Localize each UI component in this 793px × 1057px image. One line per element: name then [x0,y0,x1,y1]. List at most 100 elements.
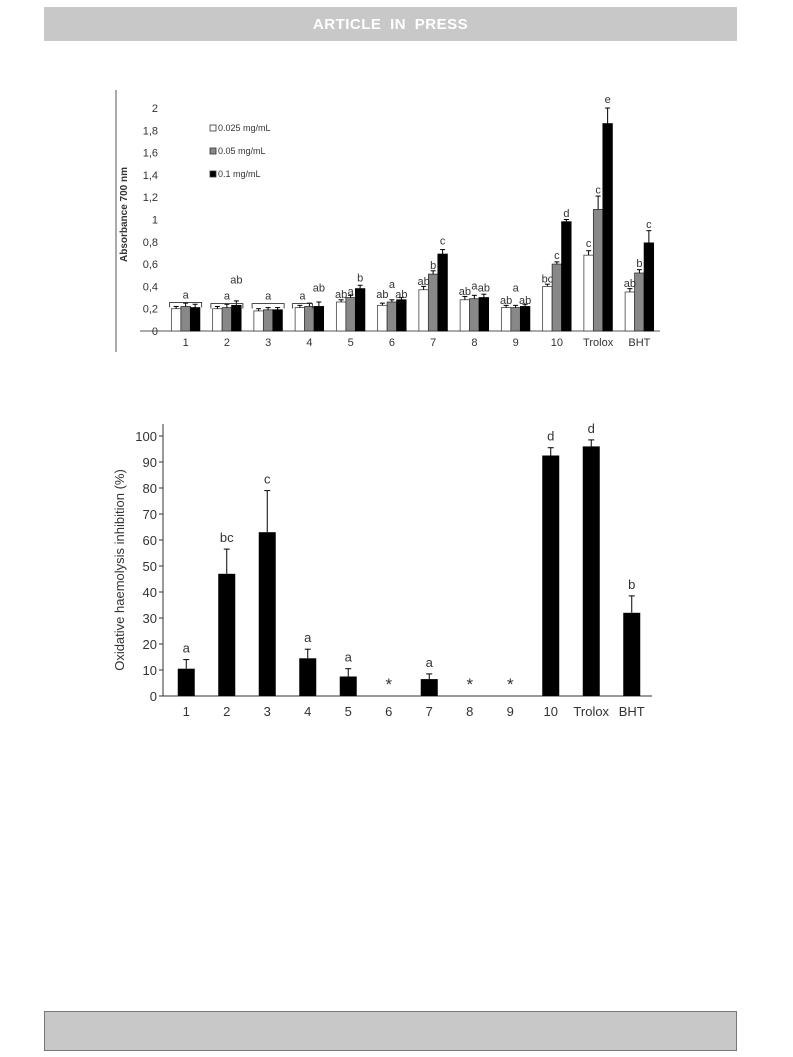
bar [542,455,560,696]
bar [299,658,317,696]
significance-label: a [183,641,191,656]
significance-label: c [440,236,446,248]
y-tick-label: 70 [143,507,157,522]
x-tick-label: 9 [513,337,519,349]
y-tick-label: 80 [143,481,157,496]
y-tick-label: 60 [143,533,157,548]
bar [231,304,242,332]
x-tick-label: Trolox [573,704,609,719]
y-tick-label: 10 [143,663,157,678]
y-tick-label: 0 [150,689,157,704]
bar [592,209,604,332]
bar [262,309,274,332]
significance-label: ab [335,289,347,301]
significance-label: b [628,577,635,592]
legend-label: 0.1 mg/mL [218,169,261,179]
bar [582,446,600,696]
bar [189,307,201,332]
bar [354,288,366,332]
x-tick-label: 7 [430,337,436,349]
x-tick-label: 4 [306,337,312,349]
x-tick-label: 5 [348,337,354,349]
significance-label: bc [542,274,554,286]
bar [469,298,480,332]
bar [551,263,563,332]
significance-label: d [563,208,569,220]
significance-label: ab [519,295,531,307]
significance-label: c [646,219,652,231]
x-tick-label: 8 [471,337,477,349]
bar [561,221,572,332]
bar [623,612,641,696]
significance-label: d [588,421,595,436]
bar [583,254,594,332]
significance-label: a [304,630,312,645]
significance-label: ab [230,275,242,287]
significance-label: c [595,184,601,196]
significance-label: e [605,94,611,106]
y-tick-label: 1,2 [143,192,158,204]
x-tick-label: BHT [628,337,650,349]
x-tick-label: 9 [507,704,514,719]
x-tick-label: 1 [183,337,189,349]
y-tick-label: 40 [143,585,157,600]
y-tick-label: 100 [135,429,157,444]
significance-label: a [224,291,231,303]
absorbance-chart: 0 0,2 0,4 0,6 0,8 1 1,2 1,4 1,6 1,8 2 Absorbance 70… [115,90,660,352]
bar [602,123,613,332]
bar [396,299,407,332]
bar [304,306,315,332]
x-tick-label: 6 [389,337,395,349]
y-axis-label: Oxidative haemolysis inhibition (%) [112,469,127,671]
y-tick-label: 90 [143,455,157,470]
significance-label: b [430,260,436,272]
bar [212,308,223,332]
bar [386,301,398,332]
significance-label: ab [376,289,388,301]
significance-label: bc [220,530,234,545]
significance-label: c [554,250,560,262]
y-tick-label: 2 [152,103,158,115]
bar [313,306,325,332]
x-tick-label: 3 [265,337,271,349]
significance-label: * [466,675,473,694]
x-tick-label: 6 [385,704,392,719]
x-tick-label: 2 [224,337,230,349]
bar [180,306,191,332]
significance-label: ab [500,295,512,307]
x-tick-label: 1 [183,704,190,719]
x-tick-label: Trolox [583,337,614,349]
x-tick-label: 10 [551,337,563,349]
bar [624,291,636,332]
bar [500,307,512,332]
legend-swatch [209,170,217,178]
y-tick-label: 1,8 [143,125,158,137]
article-in-press-banner: ARTICLE IN PRESS [44,7,737,41]
significance-label: ab [418,276,430,288]
significance-label: a [513,283,520,295]
significance-bracket [251,303,285,309]
bar [643,242,655,332]
bar [339,676,357,696]
significance-bracket [210,303,244,309]
x-tick-label: 7 [426,704,433,719]
y-tick-label: 30 [143,611,157,626]
significance-bracket [291,303,313,309]
significance-label: ab [313,283,325,295]
bar [437,253,448,332]
x-tick-label: 5 [345,704,352,719]
bar [221,307,233,332]
bar [345,297,356,332]
significance-label: d [547,429,554,444]
significance-label: b [357,272,363,284]
significance-label: c [586,238,592,250]
y-tick-label: 1 [152,215,158,227]
bar [427,273,439,332]
y-tick-label: 0,6 [143,259,158,271]
legend: 0.025 mg/mL 0.05 mg/mL 0.1 mg/mL [209,123,271,179]
significance-label: a [345,650,353,665]
x-tick-label: 8 [466,704,473,719]
significance-label: ab [459,286,471,298]
bar [294,307,306,332]
bar [510,307,521,332]
